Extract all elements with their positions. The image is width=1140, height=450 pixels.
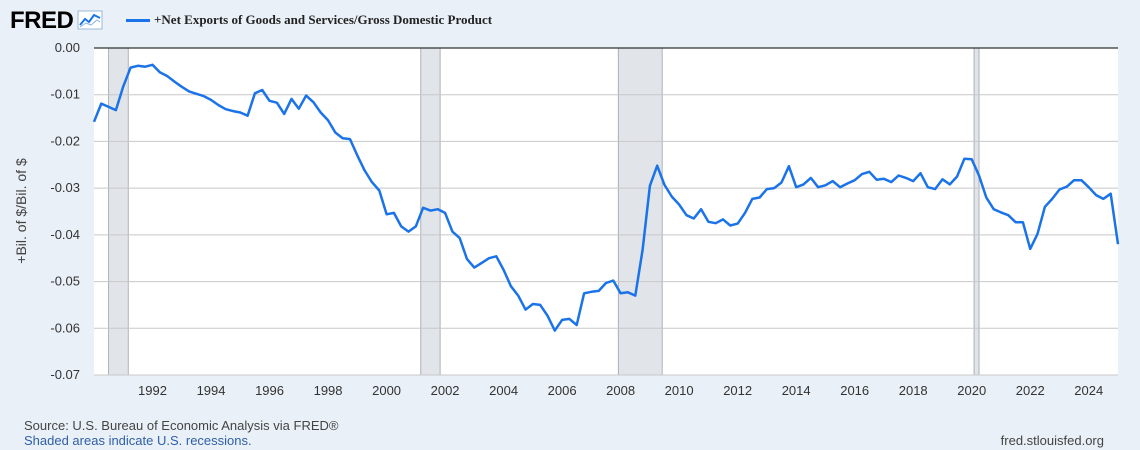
x-axis-ticks: 1992 1994 1996 1998 2000 2002 2004 2006 2008 2010… bbox=[138, 383, 1103, 398]
x-tick-label: 2008 bbox=[606, 383, 635, 398]
x-tick-label: 2006 bbox=[548, 383, 577, 398]
x-tick-label: 2004 bbox=[489, 383, 518, 398]
fred-header: FRED bbox=[10, 6, 103, 36]
x-tick-label: 1998 bbox=[314, 383, 343, 398]
y-tick-label: -0.04 bbox=[50, 227, 80, 242]
fred-logo[interactable]: FRED bbox=[10, 7, 74, 34]
y-axis-ticks: 0.00 -0.01 -0.02 -0.03 -0.04 -0.05 -0.06 -0.07 bbox=[50, 40, 80, 382]
recession-band-4 bbox=[973, 47, 980, 376]
y-tick-label: -0.07 bbox=[50, 367, 80, 382]
x-tick-label: 2014 bbox=[782, 383, 811, 398]
legend-series-label: +Net Exports of Goods and Services/Gross… bbox=[154, 12, 493, 27]
x-tick-label: 2020 bbox=[957, 383, 986, 398]
x-tick-label: 2010 bbox=[665, 383, 694, 398]
x-tick-label: 2012 bbox=[723, 383, 752, 398]
chart-legend: +Net Exports of Goods and Services/Gross… bbox=[126, 12, 492, 28]
y-tick-label: -0.02 bbox=[50, 133, 80, 148]
x-tick-label: 2000 bbox=[372, 383, 401, 398]
recession-band-1 bbox=[108, 47, 129, 376]
recession-note: Shaded areas indicate U.S. recessions. bbox=[24, 433, 252, 448]
x-tick-label: 1996 bbox=[255, 383, 284, 398]
x-tick-label: 2018 bbox=[899, 383, 928, 398]
source-note: Source: U.S. Bureau of Economic Analysis… bbox=[24, 418, 339, 433]
x-tick-label: 1994 bbox=[197, 383, 226, 398]
x-tick-label: 1992 bbox=[138, 383, 167, 398]
x-tick-label: 2024 bbox=[1074, 383, 1103, 398]
series-line bbox=[92, 63, 1120, 332]
y-tick-label: -0.01 bbox=[50, 87, 80, 102]
line-chart-icon bbox=[77, 10, 103, 30]
y-tick-label: -0.03 bbox=[50, 180, 80, 195]
y-tick-label: -0.05 bbox=[50, 274, 80, 289]
y-tick-label: -0.06 bbox=[50, 320, 80, 335]
plot-background bbox=[94, 48, 1118, 375]
x-tick-label: 2022 bbox=[1016, 383, 1045, 398]
fred-url-link[interactable]: fred.stlouisfed.org bbox=[1000, 433, 1104, 448]
y-axis-label: +Bil. of $/Bil. of $ bbox=[13, 158, 29, 264]
recession-band-3 bbox=[617, 47, 663, 376]
x-tick-label: 2016 bbox=[840, 383, 869, 398]
x-tick-label: 2002 bbox=[431, 383, 460, 398]
y-tick-label: 0.00 bbox=[55, 40, 80, 55]
legend-swatch bbox=[126, 18, 150, 22]
